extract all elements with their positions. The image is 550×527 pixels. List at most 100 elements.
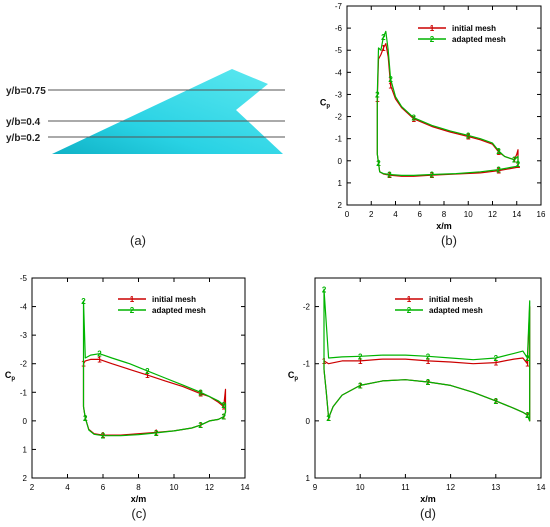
series-marker: 1 xyxy=(198,421,203,430)
y-tick-label: -7 xyxy=(335,2,343,11)
station-label-075: y/b=0.75 xyxy=(6,86,46,97)
series-line-adapted xyxy=(323,288,531,422)
series-marker: 1 xyxy=(381,44,386,53)
series-marker: 2 xyxy=(496,147,501,156)
x-tick-label: 4 xyxy=(393,210,398,219)
series-marker: 2 xyxy=(512,156,517,165)
series-marker: 1 xyxy=(411,115,416,124)
x-tick-label: 14 xyxy=(512,210,521,219)
y-axis-label-subscript: p xyxy=(326,104,330,110)
caption-a: (a) xyxy=(130,233,146,248)
chart-b: 0 2 4 6 8 10 12 14 16-7-6-5-4-3-2-1012x/mCp11111… xyxy=(320,2,546,248)
series-marker: 1 xyxy=(516,161,521,170)
x-tick-label: 12 xyxy=(446,483,455,492)
series-marker: 2 xyxy=(426,378,431,387)
y-tick-label: 0 xyxy=(306,417,311,426)
legend-label-adapted: adapted mesh xyxy=(152,306,206,315)
series-marker: 1 xyxy=(496,148,501,157)
series-marker: 2 xyxy=(376,159,381,168)
x-tick-label: 6 xyxy=(418,210,423,219)
series-line-adapted xyxy=(82,300,227,437)
legend-label-initial: initial mesh xyxy=(152,295,196,304)
series-marker: 2 xyxy=(496,166,501,175)
y-tick-label: -1 xyxy=(335,135,343,144)
series-marker: 2 xyxy=(525,411,530,420)
legend-marker: 1 xyxy=(130,295,135,304)
x-tick-label: 12 xyxy=(205,483,214,492)
series-marker: 2 xyxy=(426,352,431,361)
wing-planform xyxy=(52,69,283,154)
x-tick-label: 8 xyxy=(136,483,141,492)
series-marker: 1 xyxy=(496,167,501,176)
y-tick-label: -1 xyxy=(20,388,28,397)
y-tick-label: -6 xyxy=(335,24,343,33)
series-marker: 2 xyxy=(430,170,435,179)
y-tick-label: -4 xyxy=(335,68,343,77)
plot-frame xyxy=(31,277,246,479)
series-marker: 2 xyxy=(97,350,102,359)
series-marker: 2 xyxy=(198,388,203,397)
x-tick-label: 16 xyxy=(537,210,546,219)
y-tick-label: 2 xyxy=(23,474,28,483)
y-tick-label: 2 xyxy=(338,201,343,210)
series-marker: 2 xyxy=(83,414,88,423)
legend-label-adapted: adapted mesh xyxy=(452,35,506,44)
series-marker: 2 xyxy=(525,354,530,363)
x-tick-label: 8 xyxy=(442,210,447,219)
series-marker: 2 xyxy=(322,285,327,294)
y-tick-label: -5 xyxy=(20,274,28,283)
x-tick-label: 6 xyxy=(101,483,106,492)
legend-label-initial: initial mesh xyxy=(452,24,496,33)
y-tick-label: 1 xyxy=(23,445,28,454)
x-tick-label: 10 xyxy=(464,210,473,219)
series-marker: 1 xyxy=(145,371,150,380)
legend-marker: 1 xyxy=(407,295,412,304)
legend-marker: 1 xyxy=(430,24,435,33)
x-tick-label: 0 xyxy=(345,210,350,219)
y-tick-label: -4 xyxy=(20,303,28,312)
series-marker: 2 xyxy=(145,367,150,376)
series-marker: 2 xyxy=(101,432,106,441)
y-tick-label: 0 xyxy=(338,157,343,166)
x-axis-label: x/m xyxy=(131,494,147,504)
series-marker: 1 xyxy=(430,171,435,180)
y-tick-label: -3 xyxy=(335,90,343,99)
station-label-04: y/b=0.4 xyxy=(6,117,41,128)
x-tick-label: 12 xyxy=(488,210,497,219)
series-marker: 1 xyxy=(387,171,392,180)
series-marker: 2 xyxy=(358,352,363,361)
y-tick-label: 1 xyxy=(306,474,311,483)
legend-label-adapted: adapted mesh xyxy=(429,306,483,315)
series-line-adapted xyxy=(376,30,519,176)
panel-a: y/b=0.75 y/b=0.4 y/b=0.2 (a) xyxy=(6,69,285,248)
legend-marker: 2 xyxy=(407,306,412,315)
x-axis-label: x/m xyxy=(436,221,452,231)
y-axis-label: Cp xyxy=(5,370,16,382)
x-tick-label: 4 xyxy=(65,483,70,492)
x-axis-label: x/m xyxy=(420,494,436,504)
y-tick-label: -3 xyxy=(20,331,28,340)
caption-d: (d) xyxy=(420,506,436,521)
series-marker: 1 xyxy=(358,357,363,366)
x-tick-label: 11 xyxy=(401,483,410,492)
series-marker: 2 xyxy=(221,413,226,422)
y-tick-label: -2 xyxy=(20,360,28,369)
y-tick-label: -2 xyxy=(303,303,311,312)
x-tick-label: 2 xyxy=(369,210,374,219)
legend-marker: 2 xyxy=(430,35,435,44)
series-marker: 2 xyxy=(375,90,380,99)
y-tick-label: 1 xyxy=(338,179,343,188)
y-axis-label: Cp xyxy=(320,98,331,110)
y-axis-label-subscript: p xyxy=(11,376,15,382)
x-tick-label: 10 xyxy=(356,483,365,492)
plot-frame xyxy=(314,277,542,479)
series-marker: 2 xyxy=(326,414,331,423)
x-tick-label: 10 xyxy=(170,483,179,492)
y-tick-label: -1 xyxy=(303,360,311,369)
series-marker: 1 xyxy=(494,359,499,368)
series-marker: 2 xyxy=(466,131,471,140)
y-axis-label: Cp xyxy=(288,370,299,382)
series-marker: 2 xyxy=(387,170,392,179)
charts: 0 2 4 6 8 10 12 14 16-7-6-5-4-3-2-1012x/mCp11111… xyxy=(5,2,546,521)
